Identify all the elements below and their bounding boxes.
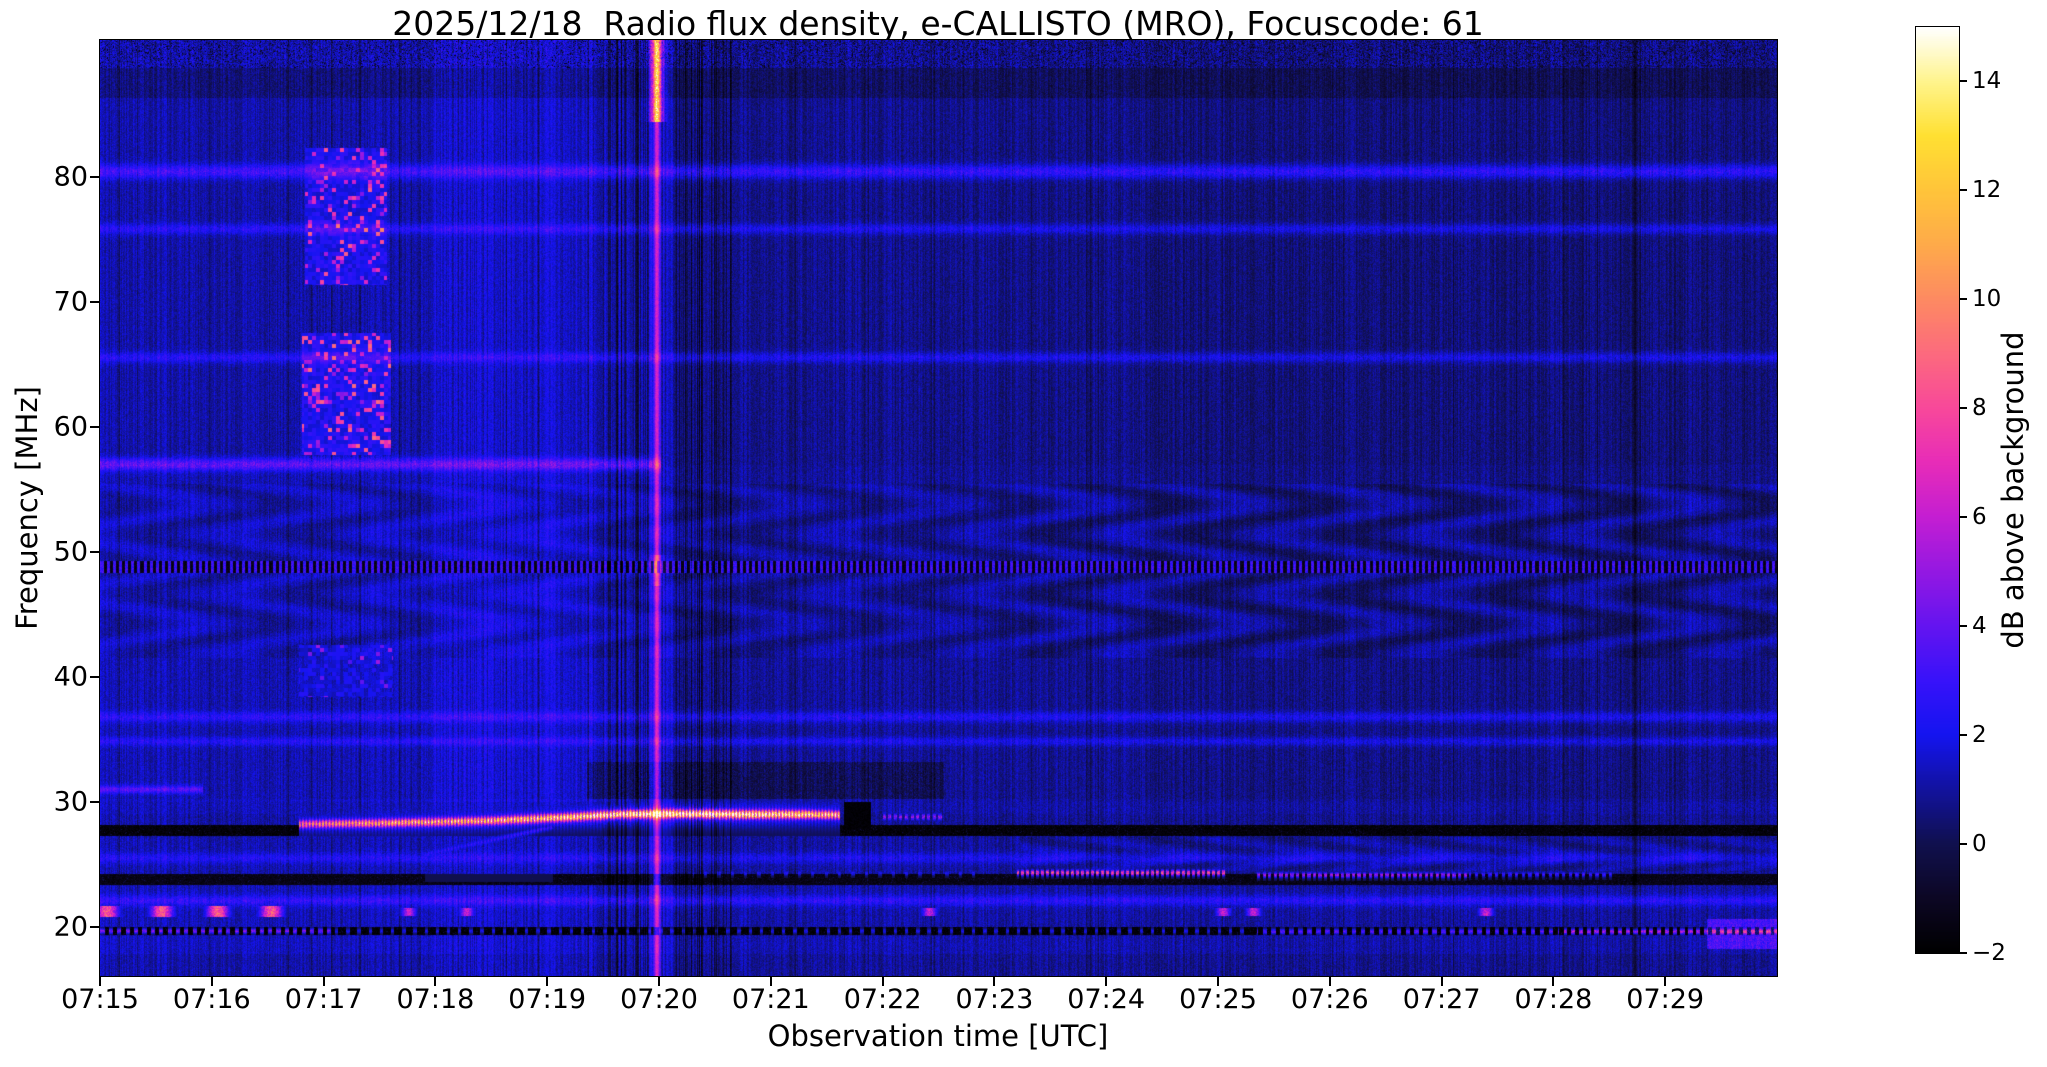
x-tick-mark (1552, 977, 1555, 986)
x-tick-label: 07:29 (1626, 984, 1705, 1015)
x-tick-mark (1105, 977, 1108, 986)
x-tick-mark (993, 977, 996, 986)
colorbar-tick-label: 4 (1972, 613, 1987, 640)
colorbar-tick-mark (1959, 189, 1967, 192)
colorbar-tick-mark (1959, 734, 1967, 737)
y-tick-mark (90, 801, 99, 804)
spectrogram-canvas (100, 40, 1777, 976)
colorbar-tick-mark (1959, 625, 1967, 628)
colorbar-tick-label: −2 (1972, 940, 2006, 966)
x-axis-label: Observation time [UTC] (767, 1019, 1109, 1053)
x-tick-label: 07:17 (284, 984, 363, 1015)
colorbar-border (1915, 26, 1960, 954)
x-tick-mark (546, 977, 549, 986)
colorbar-tick-label: 12 (1972, 177, 2002, 204)
y-tick-label: 60 (53, 411, 88, 443)
y-tick-mark (90, 676, 99, 679)
x-tick-mark (658, 977, 660, 986)
colorbar-label: dB above background (1996, 331, 2030, 649)
colorbar-tick-mark (1959, 407, 1967, 410)
x-tick-label: 07:16 (172, 984, 251, 1015)
colorbar-tick-mark (1959, 298, 1967, 301)
y-tick-mark (90, 551, 99, 554)
x-tick-label: 07:19 (508, 984, 587, 1015)
x-tick-label: 07:18 (396, 984, 475, 1015)
y-tick-mark (90, 926, 99, 929)
y-tick-label: 50 (53, 536, 88, 568)
colorbar-tick-label: 8 (1972, 395, 1987, 422)
x-tick-label: 07:24 (1067, 984, 1146, 1015)
x-tick-label: 07:23 (955, 984, 1034, 1015)
y-tick-label: 40 (53, 661, 88, 693)
colorbar-tick-label: 6 (1972, 504, 1987, 531)
x-tick-mark (1440, 977, 1443, 986)
y-tick-mark (90, 176, 99, 179)
x-tick-label: 07:15 (61, 984, 139, 1015)
colorbar-tick-label: 14 (1972, 68, 2002, 95)
x-tick-label: 07:25 (1179, 984, 1257, 1015)
x-tick-mark (210, 977, 213, 986)
x-tick-mark (434, 977, 437, 986)
y-tick-mark (90, 301, 99, 304)
y-tick-label: 20 (53, 911, 88, 943)
y-tick-label: 30 (53, 786, 88, 818)
x-tick-mark (99, 977, 101, 986)
x-tick-mark (769, 977, 772, 986)
x-tick-mark (881, 977, 884, 986)
colorbar-tick-mark (1959, 80, 1967, 83)
x-tick-label: 07:26 (1290, 984, 1369, 1015)
x-tick-mark (1664, 977, 1667, 986)
y-axis-label: Frequency [MHz] (10, 386, 44, 630)
colorbar-tick-mark (1959, 843, 1967, 846)
x-tick-mark (1217, 977, 1219, 986)
colorbar-gradient (1916, 27, 1959, 953)
colorbar-tick-label: 0 (1972, 831, 1987, 858)
x-tick-mark (1328, 977, 1331, 986)
colorbar-tick-mark (1959, 952, 1967, 954)
y-tick-mark (90, 426, 99, 429)
x-tick-label: 07:21 (731, 984, 810, 1015)
x-tick-label: 07:20 (620, 984, 698, 1015)
page-title: 2025/12/18 Radio flux density, e-CALLIST… (392, 4, 1484, 43)
y-tick-label: 70 (53, 286, 88, 318)
x-tick-label: 07:28 (1514, 984, 1593, 1015)
x-tick-label: 07:22 (843, 984, 922, 1015)
y-tick-label: 80 (53, 161, 88, 193)
colorbar-tick-mark (1959, 516, 1967, 519)
x-tick-mark (322, 977, 325, 986)
colorbar-tick-label: 2 (1972, 722, 1987, 749)
x-tick-label: 07:27 (1402, 984, 1481, 1015)
colorbar-tick-label: 10 (1972, 286, 2002, 313)
